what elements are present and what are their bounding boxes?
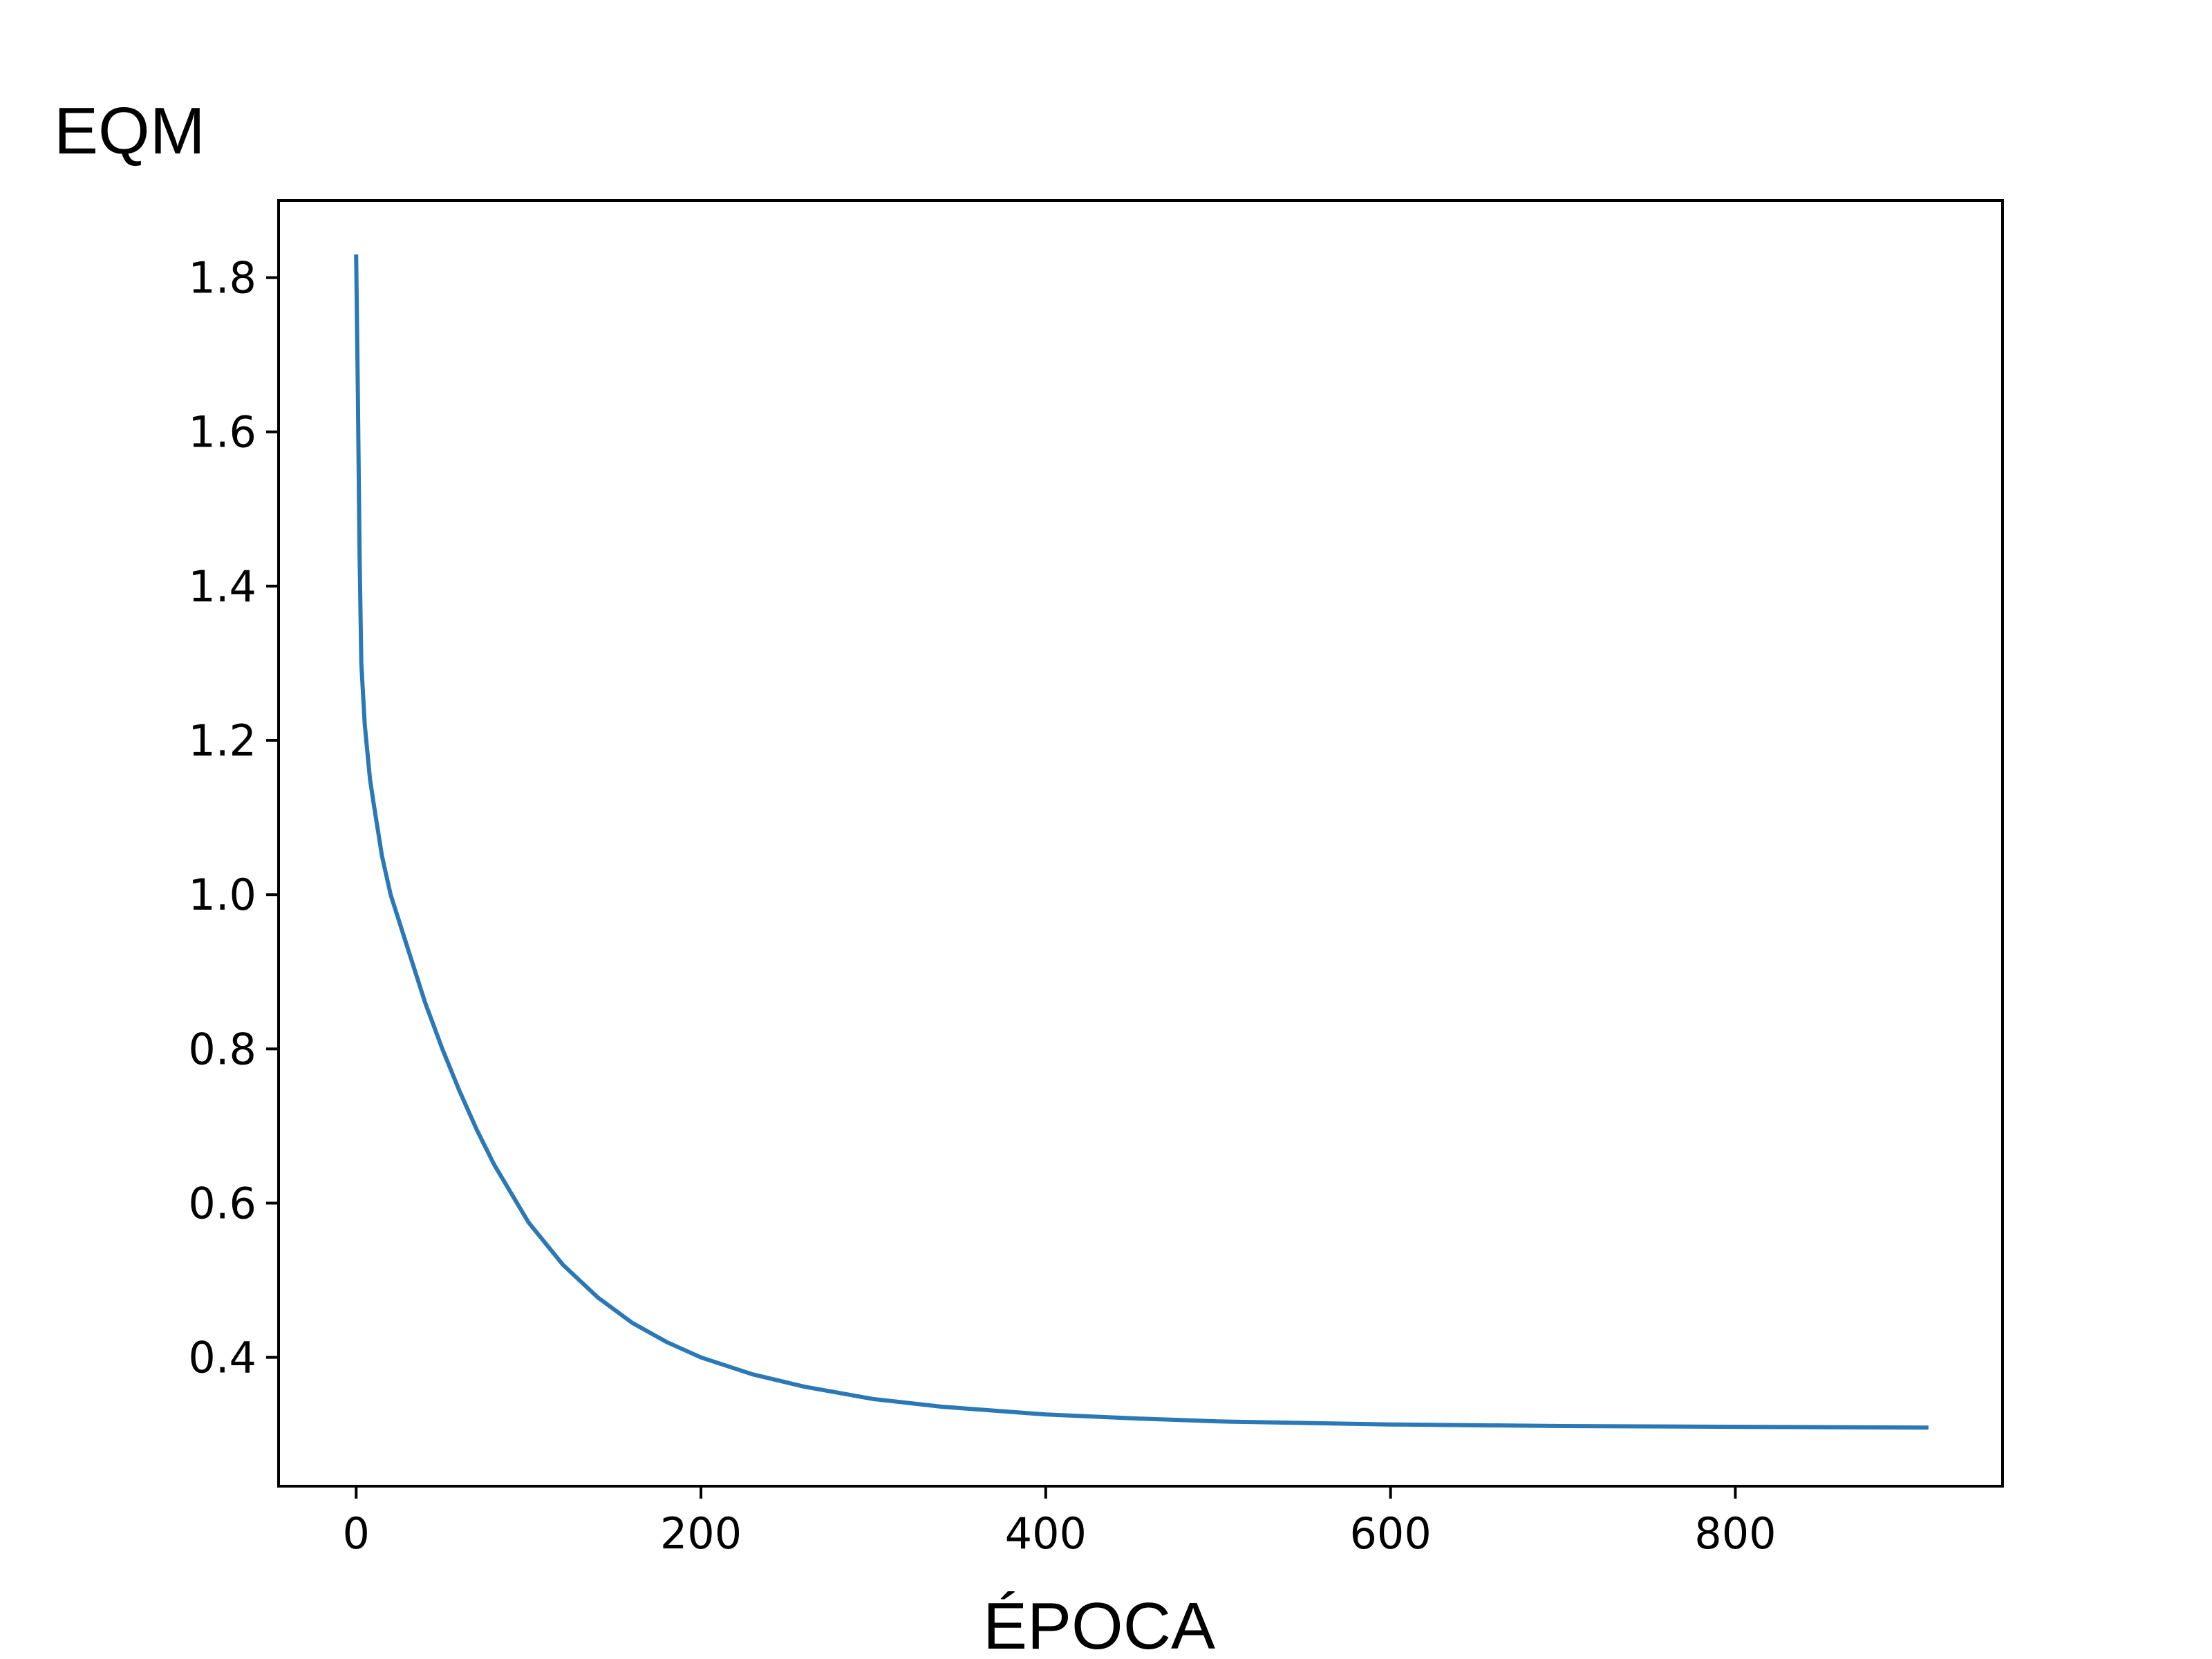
- plot-frame: [277, 199, 2004, 1488]
- series-line: [354, 254, 1929, 1430]
- y-tick-label: 1.2: [188, 715, 256, 766]
- y-tick-label: 0.6: [188, 1179, 256, 1229]
- y-tick-label: 1.8: [188, 253, 256, 303]
- y-tick-label: 1.4: [188, 561, 256, 612]
- x-axis-ticks: 0 200 400 600 800: [343, 1486, 1777, 1559]
- x-tick-label: 200: [660, 1508, 742, 1559]
- x-axis-title: ÉPOCA: [983, 1589, 1215, 1659]
- x-tick-label: 0: [343, 1508, 370, 1559]
- y-tick-label: 0.8: [188, 1024, 256, 1074]
- y-tick-label: 1.0: [188, 870, 256, 920]
- x-tick-label: 400: [1005, 1508, 1087, 1559]
- y-axis-ticks: 0.4 0.6 0.8 1.0 1.2 1.4 1.6 1.8: [188, 253, 279, 1383]
- y-tick-label: 1.6: [188, 407, 256, 458]
- x-tick-label: 800: [1694, 1508, 1776, 1559]
- y-tick-label: 0.4: [188, 1333, 256, 1383]
- y-axis-title: EQM: [54, 94, 205, 168]
- x-tick-label: 600: [1349, 1508, 1431, 1559]
